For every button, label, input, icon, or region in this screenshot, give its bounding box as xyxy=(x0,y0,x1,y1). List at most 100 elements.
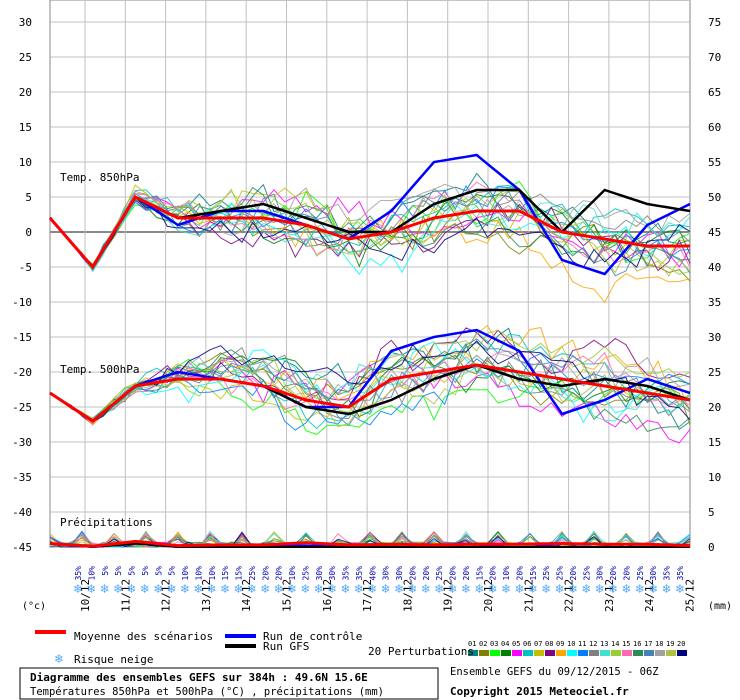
y-left-tick: 5 xyxy=(25,191,32,204)
perturbation-swatch xyxy=(512,650,522,656)
info-title: Diagramme des ensembles GEFS sur 384h : … xyxy=(30,671,368,684)
perturbation-line xyxy=(49,188,691,277)
series-line-precip xyxy=(49,542,690,549)
snowflake-icon: ❄ xyxy=(86,582,96,596)
x-date-tick: 11/12 xyxy=(119,579,132,612)
snowflake-icon: ❄ xyxy=(581,582,591,596)
snow-risk-percent: 20% xyxy=(422,566,431,581)
snowflake-icon: ❄ xyxy=(207,582,217,596)
snow-risk-percent: 10% xyxy=(181,566,190,581)
snowflake-icon: ❄ xyxy=(541,582,551,596)
snow-risk-percent: 25% xyxy=(435,566,444,581)
snow-risk-percent: 20% xyxy=(609,566,618,581)
snow-risk-percent: 35% xyxy=(663,566,672,581)
perturbation-id: 06 xyxy=(523,640,531,648)
y-right-tick: 5 xyxy=(708,506,715,519)
x-date-tick: 18/12 xyxy=(401,579,414,612)
series-line-t500 xyxy=(49,328,691,423)
legend-snow: Risque neige xyxy=(74,653,153,666)
snowflake-icon: ❄ xyxy=(474,582,484,596)
y-left-tick: -30 xyxy=(12,436,32,449)
snowflake-icon: ❄ xyxy=(501,582,511,596)
snow-risk-percent: 10% xyxy=(208,566,217,581)
left-unit: (°c) xyxy=(22,601,46,612)
perturbation-line xyxy=(49,184,691,272)
snow-risk-percent: 15% xyxy=(475,566,484,581)
perturbation-id: 08 xyxy=(545,640,553,648)
snow-risk-percent: 10% xyxy=(502,566,511,581)
perturbation-line xyxy=(49,189,691,271)
snowflake-icon: ❄ xyxy=(287,582,297,596)
right-unit: (mm) xyxy=(708,601,732,612)
precip-label: Précipitations xyxy=(60,516,153,529)
perturbation-swatch xyxy=(490,650,500,656)
x-date-tick: 25/12 xyxy=(684,579,697,612)
y-left-tick: -25 xyxy=(12,401,32,414)
snow-risk-percent: 25% xyxy=(636,566,645,581)
snowflake-icon: ❄ xyxy=(621,582,631,596)
snowflake-icon: ❄ xyxy=(434,582,444,596)
y-left-tick: 20 xyxy=(19,86,32,99)
perturbation-line xyxy=(49,351,691,424)
perturbation-swatch xyxy=(666,650,676,656)
y-left-tick: 15 xyxy=(19,121,32,134)
snow-risk-percent: 20% xyxy=(489,566,498,581)
y-right-tick: 60 xyxy=(708,121,721,134)
perturbation-line xyxy=(49,338,691,427)
snowflake-icon: ❄ xyxy=(327,582,337,596)
perturbation-swatch xyxy=(567,650,577,656)
snow-risk-percent: 5% xyxy=(154,566,163,576)
snowflake-icon: ❄ xyxy=(73,582,83,596)
series-line-precip xyxy=(49,539,691,548)
snowflake-icon: ❄ xyxy=(247,582,257,596)
snow-risk-percent: 35% xyxy=(342,566,351,581)
snow-risk-percent: 25% xyxy=(542,566,551,581)
snowflake-icon: ❄ xyxy=(595,582,605,596)
snowflake-icon: ❄ xyxy=(167,582,177,596)
snowflake-icon: ❄ xyxy=(127,582,137,596)
x-date-tick: 23/12 xyxy=(603,579,616,612)
y-right-tick: 50 xyxy=(708,191,721,204)
y-left-tick: 30 xyxy=(19,16,32,29)
snow-risk-percent: 20% xyxy=(275,566,284,581)
snow-risk-percent: 15% xyxy=(529,566,538,581)
perturbation-id: 01 xyxy=(468,640,476,648)
snowflake-icon: ❄ xyxy=(341,582,351,596)
snowflake-icon: ❄ xyxy=(662,582,672,596)
legend-gfs: Run GFS xyxy=(263,640,309,653)
snow-risk-percent: 10% xyxy=(87,566,96,581)
perturbation-id: 14 xyxy=(611,640,619,648)
snowflake-icon: ❄ xyxy=(54,652,64,666)
snowflake-icon: ❄ xyxy=(354,582,364,596)
y-left-tick: -15 xyxy=(12,331,32,344)
snow-risk-percent: 30% xyxy=(596,566,605,581)
snow-risk-percent: 30% xyxy=(649,566,658,581)
y-right-tick: 0 xyxy=(708,541,715,554)
snow-risk-percent: 35% xyxy=(355,566,364,581)
snow-risk-percent: 25% xyxy=(248,566,257,581)
y-right-tick: 35 xyxy=(708,296,721,309)
legend-perturbations: 20 Perturbations xyxy=(368,645,474,658)
y-right-tick: 65 xyxy=(708,86,721,99)
snowflake-icon: ❄ xyxy=(381,582,391,596)
snow-risk-percent: 10% xyxy=(194,566,203,581)
perturbation-id: 12 xyxy=(589,640,597,648)
perturbation-swatch xyxy=(622,650,632,656)
snowflake-icon: ❄ xyxy=(394,582,404,596)
snowflake-icon: ❄ xyxy=(675,582,685,596)
x-date-tick: 14/12 xyxy=(240,579,253,612)
snowflake-icon: ❄ xyxy=(555,582,565,596)
y-left-tick: 0 xyxy=(25,226,32,239)
y-right-tick: 25 xyxy=(708,366,721,379)
snow-risk-percent: 30% xyxy=(395,566,404,581)
t850-label: Temp. 850hPa xyxy=(60,171,139,184)
snow-risk-percent: 30% xyxy=(382,566,391,581)
legend-control: Run de contrôle xyxy=(263,630,362,643)
snowflake-icon: ❄ xyxy=(635,582,645,596)
info-box xyxy=(19,667,439,700)
snow-risk-percent: 5% xyxy=(168,566,177,576)
x-date-tick: 15/12 xyxy=(281,579,294,612)
snowflake-icon: ❄ xyxy=(220,582,230,596)
